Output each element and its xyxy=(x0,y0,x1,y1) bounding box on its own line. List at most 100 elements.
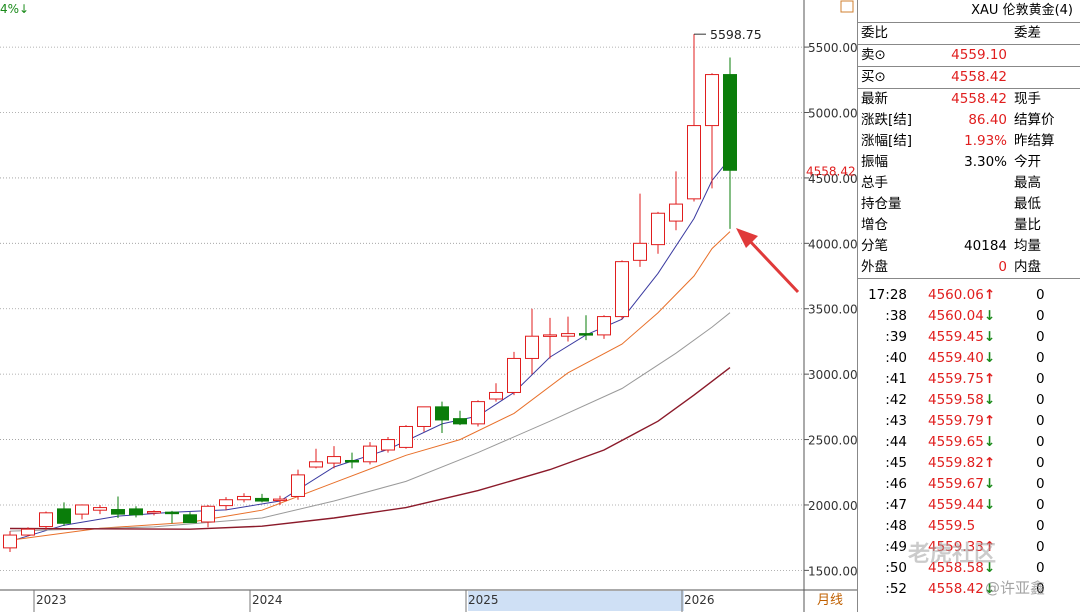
tick-row: :45 4559.82↑ 0 xyxy=(858,453,1080,474)
candle-body xyxy=(381,439,395,451)
tick-volume: 0 xyxy=(1036,476,1045,492)
tick-price: 4559.40↓ xyxy=(928,348,995,369)
quote-panel: XAU 伦敦黄金(4) 委比 委差 卖⊙ 4559.10 买⊙ 4558.42 … xyxy=(857,0,1080,612)
candle-body xyxy=(57,508,71,524)
candle-body xyxy=(3,534,17,549)
tick-volume: 0 xyxy=(1036,581,1045,597)
quote-row: 持仓量 最低 xyxy=(858,194,1080,215)
quote-right-label: 今开 xyxy=(1014,154,1041,170)
candle-body xyxy=(21,528,35,536)
y-tick-label: 5000.00 xyxy=(808,107,857,121)
time-highlight-band xyxy=(468,591,684,611)
quote-right-label: 内盘 xyxy=(1014,259,1041,275)
tick-time: :41 xyxy=(885,371,907,387)
tick-arrow: ↓ xyxy=(983,350,996,366)
tick-row: :47 4559.44↓ 0 xyxy=(858,495,1080,516)
tick-row: 17:28 4560.06↑ 0 xyxy=(858,285,1080,306)
candle-body xyxy=(111,509,125,515)
tick-price: 4559.79↑ xyxy=(928,411,995,432)
sell-row[interactable]: 卖⊙ 4559.10 xyxy=(858,44,1080,66)
weicha-label: 委差 xyxy=(1014,25,1041,41)
tick-price-value: 4560.04 xyxy=(928,308,984,324)
window-toggle-icon[interactable] xyxy=(840,0,854,13)
tick-row: :39 4559.45↓ 0 xyxy=(858,327,1080,348)
tick-arrow: ↑ xyxy=(983,413,996,429)
tick-volume: 0 xyxy=(1036,455,1045,471)
tick-time: :47 xyxy=(885,497,907,513)
quote-row: 总手 最高 xyxy=(858,173,1080,194)
tick-volume: 0 xyxy=(1036,350,1045,366)
tick-arrow: ↓ xyxy=(983,434,996,450)
weibi-row: 委比 委差 xyxy=(858,23,1080,44)
candle-body xyxy=(723,74,737,171)
ma-line-ma60 xyxy=(9,367,731,530)
tick-time: :42 xyxy=(885,392,907,408)
watermark-text: 老虎社区 xyxy=(908,542,997,567)
tick-time: :46 xyxy=(885,476,907,492)
tick-price-value: 4559.45 xyxy=(928,329,984,345)
tick-price: 4559.75↑ xyxy=(928,369,995,390)
quote-label: 总手 xyxy=(861,175,888,191)
quote-right-label: 最高 xyxy=(1014,175,1041,191)
tick-time: :43 xyxy=(885,413,907,429)
quote-value: 1.93% xyxy=(964,133,1007,149)
tick-arrow: ↓ xyxy=(983,476,996,492)
candle-body xyxy=(129,508,143,516)
tick-arrow: ↑ xyxy=(983,455,996,471)
candle-body xyxy=(489,391,503,400)
candle-body xyxy=(651,212,665,246)
quote-value: 0 xyxy=(998,259,1007,275)
tick-price-value: 4559.5 xyxy=(928,518,976,534)
quote-right-label: 最低 xyxy=(1014,196,1041,212)
candle-body xyxy=(579,333,593,336)
price-chart[interactable]: 1500.00 2000.00 2500.00 3000.00 3500.00 4000.… xyxy=(0,0,857,612)
tick-price-value: 4559.58 xyxy=(928,392,984,408)
tick-price: 4559.45↓ xyxy=(928,327,995,348)
candle-body xyxy=(291,474,305,497)
tick-list[interactable]: 17:28 4560.06↑ 0:38 4560.04↓ 0:39 4559.45↓ 0:4… xyxy=(858,285,1080,600)
ma-line-ma20 xyxy=(9,312,731,532)
y-tick-label: 4000.00 xyxy=(808,237,857,251)
candle-body xyxy=(237,495,251,501)
candle-body xyxy=(597,316,611,336)
tick-time: 17:28 xyxy=(868,287,907,303)
tick-row: :52 4558.42↓ 0 xyxy=(858,579,1080,600)
candle-body xyxy=(39,512,53,528)
tick-arrow: ↓ xyxy=(983,329,996,345)
last-price-tag: 4558.42 xyxy=(806,164,856,178)
candle-body xyxy=(363,445,377,463)
tick-time: :52 xyxy=(885,581,907,597)
buy-value: 4558.42 xyxy=(951,69,1007,85)
quote-right-label: 量比 xyxy=(1014,217,1041,233)
quote-label: 涨跌[结] xyxy=(861,112,913,128)
tick-volume: 0 xyxy=(1036,413,1045,429)
tick-volume: 0 xyxy=(1036,497,1045,513)
watermark-author: @许亚鑫 xyxy=(985,579,1046,597)
candle-body xyxy=(147,511,161,514)
x-tick-label: 2026 xyxy=(684,593,715,607)
candle-body xyxy=(453,418,467,425)
tick-price-value: 4559.82 xyxy=(928,455,984,471)
candle-body xyxy=(687,125,701,200)
quote-row: 涨跌[结] 86.40 结算价 xyxy=(858,110,1080,131)
tick-volume: 0 xyxy=(1036,371,1045,387)
tick-price-value: 4558.58 xyxy=(928,560,984,576)
tick-price: 4559.5 xyxy=(928,516,975,537)
candle-body xyxy=(75,504,89,515)
tick-price-value: 4559.40 xyxy=(928,350,984,366)
tick-arrow: ↑ xyxy=(983,539,996,555)
tick-arrow: ↓ xyxy=(983,392,996,408)
quote-value: 86.40 xyxy=(968,112,1007,128)
quote-value: 3.30% xyxy=(964,154,1007,170)
tick-arrow: ↓ xyxy=(983,308,996,324)
candle-body xyxy=(471,401,485,425)
quote-label: 最新 xyxy=(861,91,888,107)
tick-volume: 0 xyxy=(1036,329,1045,345)
tick-time: :40 xyxy=(885,350,907,366)
buy-row[interactable]: 买⊙ 4558.42 xyxy=(858,66,1080,88)
x-tick-label: 2025 xyxy=(468,593,499,607)
tick-row: :40 4559.40↓ 0 xyxy=(858,348,1080,369)
divider xyxy=(858,278,1080,285)
panel-title: XAU 伦敦黄金(4) xyxy=(858,0,1080,23)
candle-body xyxy=(309,461,323,468)
